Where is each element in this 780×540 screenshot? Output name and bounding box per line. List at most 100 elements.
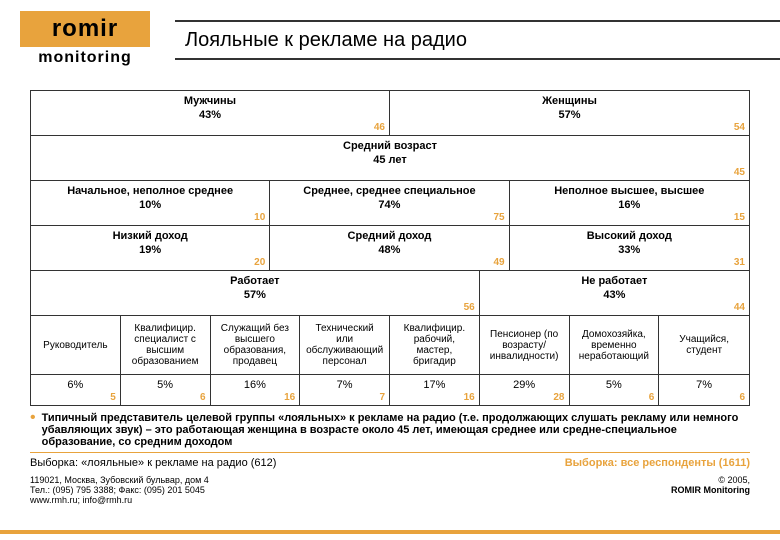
- row-occ-values: 6% 5 5% 6 16% 16 7% 7 17% 16 29% 28 5% 6…: [31, 375, 749, 405]
- value: 17%: [423, 379, 445, 391]
- row-gender: Мужчины 43% 46 Женщины 57% 54: [31, 91, 749, 136]
- cell-occ-8-val: 7% 6: [659, 375, 749, 405]
- row-edu: Начальное, неполное среднее 10% 10 Средн…: [31, 181, 749, 226]
- sub: 28: [553, 392, 564, 403]
- cell-occ-3-val: 16% 16: [211, 375, 301, 405]
- footer-tel: Тел.: (095) 795 3388; Факс: (095) 201 50…: [30, 485, 671, 495]
- sample-left: Выборка: «лояльные» к рекламе на радио (…: [30, 457, 565, 469]
- cell-edu-3: Неполное высшее, высшее 16% 15: [510, 181, 749, 225]
- label: Квалифицир. рабочий, мастер, бригадир: [396, 323, 473, 367]
- value: 10%: [139, 199, 161, 211]
- cell-occ-5-val: 17% 16: [390, 375, 480, 405]
- sample-right: Выборка: все респонденты (1611): [565, 457, 750, 469]
- label: Неполное высшее, высшее: [554, 185, 704, 197]
- sub: 31: [734, 257, 745, 268]
- label: Домохозяйка, временно неработающий: [576, 329, 653, 362]
- value: 6%: [67, 379, 83, 391]
- page-title: Лояльные к рекламе на радио: [175, 20, 780, 60]
- cell-occ-2-val: 5% 6: [121, 375, 211, 405]
- cell-female: Женщины 57% 54: [390, 91, 749, 135]
- value: 5%: [606, 379, 622, 391]
- bullet-summary: • Типичный представитель целевой группы …: [30, 412, 750, 448]
- cell-work-1: Работает 57% 56: [31, 271, 480, 315]
- sub: 44: [734, 302, 745, 313]
- sub: 49: [493, 257, 504, 268]
- label: Высокий доход: [587, 230, 672, 242]
- value: 57%: [558, 109, 580, 121]
- cell-occ-8-label: Учащийся, студент: [659, 316, 749, 374]
- cell-income-1: Низкий доход 19% 20: [31, 226, 270, 270]
- label: Начальное, неполное среднее: [67, 185, 233, 197]
- label: Служащий без высшего образования, продав…: [217, 323, 294, 367]
- cell-occ-1-label: Руководитель: [31, 316, 121, 374]
- sub: 20: [254, 257, 265, 268]
- cell-income-3: Высокий доход 33% 31: [510, 226, 749, 270]
- sub: 45: [734, 167, 745, 178]
- value: 16%: [618, 199, 640, 211]
- sub: 16: [464, 392, 475, 403]
- cell-occ-7-val: 5% 6: [570, 375, 660, 405]
- value: 33%: [618, 244, 640, 256]
- sub: 6: [649, 392, 655, 403]
- value: 19%: [139, 244, 161, 256]
- bullet-icon: •: [30, 412, 36, 448]
- value: 43%: [603, 289, 625, 301]
- value: 45 лет: [373, 154, 407, 166]
- label: Средний доход: [348, 230, 432, 242]
- value: 7%: [696, 379, 712, 391]
- row-occ-labels: Руководитель Квалифицир. специалист с вы…: [31, 316, 749, 375]
- sub: 6: [739, 392, 745, 403]
- cell-occ-1-val: 6% 5: [31, 375, 121, 405]
- sub: 46: [374, 122, 385, 133]
- row-age: Средний возраст 45 лет 45: [31, 136, 749, 181]
- header: romir monitoring Лояльные к рекламе на р…: [0, 0, 780, 80]
- cell-occ-6-label: Пенсионер (по возрасту/ инвалидности): [480, 316, 570, 374]
- value: 43%: [199, 109, 221, 121]
- row-income: Низкий доход 19% 20 Средний доход 48% 49…: [31, 226, 749, 271]
- row-work: Работает 57% 56 Не работает 43% 44: [31, 271, 749, 316]
- cell-occ-4-label: Технический или обслуживающий персонал: [300, 316, 390, 374]
- sub: 5: [110, 392, 116, 403]
- logo: romir monitoring: [20, 11, 150, 69]
- cell-age: Средний возраст 45 лет 45: [31, 136, 749, 180]
- label: Учащийся, студент: [665, 334, 743, 356]
- logo-bottom: monitoring: [20, 47, 150, 69]
- label: Средний возраст: [343, 140, 437, 152]
- label: Пенсионер (по возрасту/ инвалидности): [486, 329, 563, 362]
- footer-addr: 119021, Москва, Зубовский бульвар, дом 4: [30, 475, 671, 485]
- bullet-text: Типичный представитель целевой группы «л…: [42, 412, 750, 448]
- value: 7%: [337, 379, 353, 391]
- label: Не работает: [581, 275, 647, 287]
- sub: 7: [379, 392, 385, 403]
- value: 74%: [378, 199, 400, 211]
- sub: 56: [464, 302, 475, 313]
- value: 5%: [157, 379, 173, 391]
- cell-occ-2-label: Квалифицир. специалист с высшим образова…: [121, 316, 211, 374]
- label: Квалифицир. специалист с высшим образова…: [127, 323, 204, 367]
- sub: 15: [734, 212, 745, 223]
- bottom-accent-bar: [0, 530, 780, 534]
- cell-work-2: Не работает 43% 44: [480, 271, 749, 315]
- value: 48%: [378, 244, 400, 256]
- cell-occ-6-val: 29% 28: [480, 375, 570, 405]
- cell-occ-4-val: 7% 7: [300, 375, 390, 405]
- value: 57%: [244, 289, 266, 301]
- footer-copy: © 2005,: [671, 475, 750, 485]
- label: Среднее, среднее специальное: [303, 185, 475, 197]
- label: Работает: [230, 275, 279, 287]
- cell-edu-1: Начальное, неполное среднее 10% 10: [31, 181, 270, 225]
- cell-edu-2: Среднее, среднее специальное 74% 75: [270, 181, 509, 225]
- sub: 6: [200, 392, 206, 403]
- value: 16%: [244, 379, 266, 391]
- cell-occ-7-label: Домохозяйка, временно неработающий: [570, 316, 660, 374]
- footer-right: © 2005, ROMIR Monitoring: [671, 475, 750, 505]
- value: 29%: [513, 379, 535, 391]
- label: Женщины: [542, 95, 597, 107]
- footer-brand: ROMIR Monitoring: [671, 485, 750, 495]
- footer: 119021, Москва, Зубовский бульвар, дом 4…: [30, 475, 750, 505]
- logo-top: romir: [20, 11, 150, 47]
- cell-male: Мужчины 43% 46: [31, 91, 390, 135]
- data-table: Мужчины 43% 46 Женщины 57% 54 Средний во…: [30, 90, 750, 406]
- label: Технический или обслуживающий персонал: [306, 323, 383, 367]
- label: Мужчины: [184, 95, 236, 107]
